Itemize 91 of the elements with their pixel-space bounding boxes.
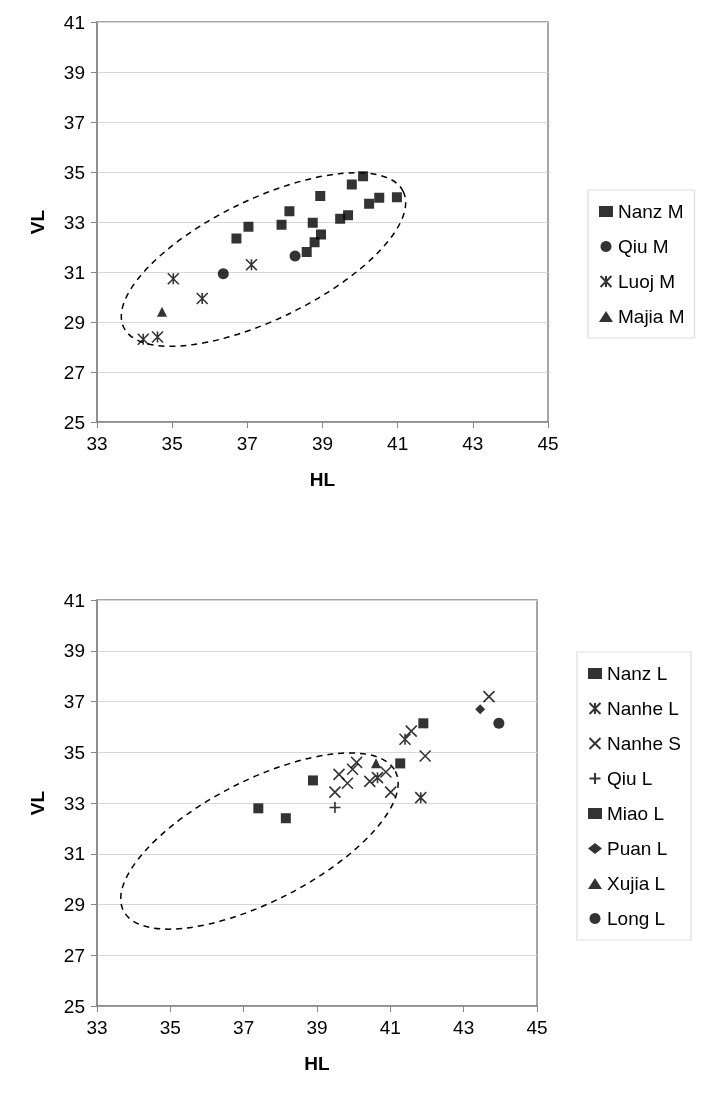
point xyxy=(482,690,496,703)
point xyxy=(136,332,150,346)
x-axis-title: HL xyxy=(304,1053,331,1074)
point xyxy=(374,192,385,203)
y-axis-title: VL xyxy=(27,790,48,816)
point xyxy=(364,198,375,209)
point xyxy=(395,758,406,769)
point xyxy=(414,791,428,804)
x-tick-label: 41 xyxy=(387,433,409,454)
y-axis-title: VL xyxy=(27,209,48,235)
legend-label: Miao L xyxy=(607,803,665,824)
legend-label: Qiu L xyxy=(607,768,653,789)
point xyxy=(166,272,180,286)
point xyxy=(309,237,320,248)
x-axis-title: HL xyxy=(309,469,336,490)
y-tick-label: 39 xyxy=(63,61,85,83)
x-tick-label: 41 xyxy=(379,1017,401,1038)
point xyxy=(371,758,382,769)
y-tick-label: 29 xyxy=(63,311,85,333)
y-tick-label: 31 xyxy=(63,843,85,865)
point xyxy=(418,718,429,729)
point xyxy=(157,306,168,317)
point xyxy=(245,258,258,272)
point xyxy=(404,724,418,738)
legend-label: Puan L xyxy=(607,838,668,859)
legend-label: Nanz M xyxy=(618,201,684,222)
point xyxy=(493,717,505,729)
point xyxy=(371,771,384,784)
point xyxy=(346,179,357,190)
x-tick-label: 35 xyxy=(161,433,183,454)
legend-label: Nanhe S xyxy=(607,733,681,754)
y-tick-label: 41 xyxy=(63,589,85,611)
y-tick-label: 29 xyxy=(63,894,85,915)
point xyxy=(307,775,318,786)
y-tick-label: 35 xyxy=(63,161,85,183)
x-tick-label: 35 xyxy=(159,1017,181,1038)
point xyxy=(341,776,354,790)
point xyxy=(379,765,393,779)
y-tick-label: 41 xyxy=(63,11,85,33)
legend-label: Qiu M xyxy=(618,236,669,257)
point xyxy=(284,206,295,217)
x-tick-label: 37 xyxy=(233,1017,255,1038)
point xyxy=(253,803,264,814)
x-tick-label: 33 xyxy=(86,433,108,454)
y-tick-label: 37 xyxy=(63,691,85,712)
x-tick-label: 39 xyxy=(306,1017,328,1038)
y-tick-label: 39 xyxy=(63,640,85,662)
y-tick-label: 33 xyxy=(63,211,85,233)
x-tick-label: 45 xyxy=(526,1017,548,1038)
legend-label: Nanz L xyxy=(607,663,668,684)
legend-label: Nanhe L xyxy=(607,698,679,719)
point xyxy=(315,191,326,201)
legend-label: Xujia L xyxy=(607,873,666,894)
y-tick-label: 25 xyxy=(63,411,85,433)
x-tick-label: 45 xyxy=(537,433,559,454)
x-tick-label: 37 xyxy=(236,433,258,454)
point xyxy=(231,233,242,244)
point xyxy=(343,210,354,221)
x-tick-label: 39 xyxy=(311,433,334,454)
point xyxy=(418,749,432,763)
point xyxy=(301,247,312,257)
y-tick-label: 27 xyxy=(63,944,85,966)
point xyxy=(475,704,486,715)
y-tick-label: 31 xyxy=(63,261,85,283)
y-tick-label: 37 xyxy=(63,111,85,133)
point xyxy=(391,192,402,203)
point xyxy=(332,768,346,781)
x-tick-label: 33 xyxy=(86,1017,108,1038)
point xyxy=(328,785,342,799)
point xyxy=(363,775,377,788)
y-tick-label: 35 xyxy=(63,741,85,763)
point xyxy=(243,221,254,232)
point xyxy=(195,292,209,305)
point xyxy=(289,250,301,262)
y-tick-label: 25 xyxy=(63,995,85,1017)
x-tick-label: 43 xyxy=(462,433,484,454)
point xyxy=(151,330,164,344)
y-tick-label: 27 xyxy=(63,361,85,383)
y-tick-label: 33 xyxy=(63,792,85,814)
point xyxy=(280,813,291,824)
point xyxy=(398,733,412,746)
point xyxy=(384,785,397,799)
legend-label: Majia M xyxy=(618,306,685,327)
point xyxy=(307,217,318,228)
x-tick-label: 43 xyxy=(453,1017,475,1038)
legend-label: Luoj M xyxy=(618,271,676,292)
point xyxy=(346,762,359,776)
point xyxy=(350,756,363,769)
point xyxy=(217,268,229,280)
point xyxy=(276,219,287,230)
legend-label: Long L xyxy=(607,908,666,929)
